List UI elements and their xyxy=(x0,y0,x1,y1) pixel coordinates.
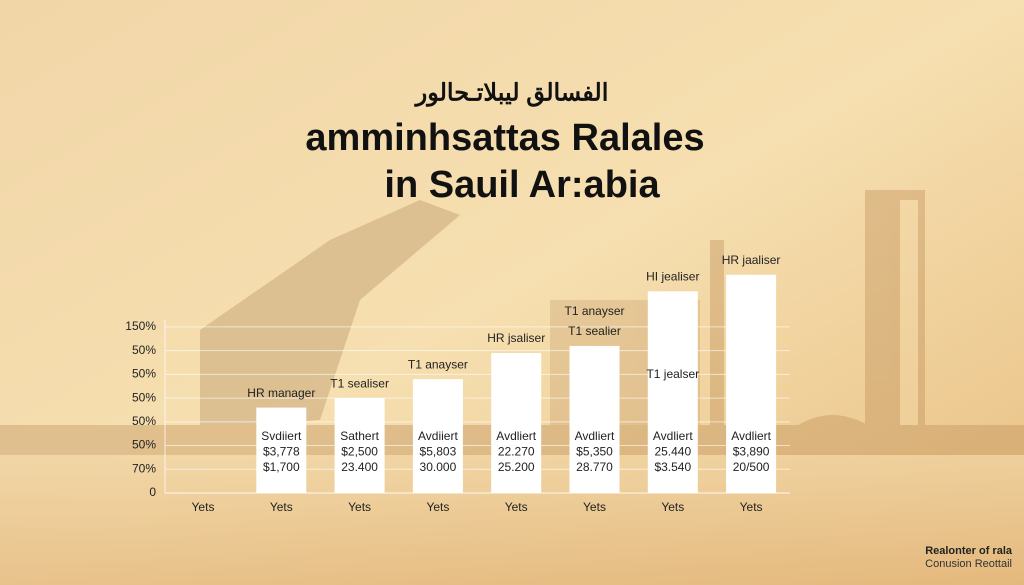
bar-inner-label: T1 jealser xyxy=(646,367,699,381)
bar-text: $5,350 xyxy=(576,445,613,459)
bar-label: T1 sealiser xyxy=(330,376,389,390)
footer-line: Realonter of rala xyxy=(925,545,1013,557)
y-tick-label: 70% xyxy=(132,461,156,475)
bar-label: T1 anayser xyxy=(408,357,468,371)
bar-text: $2,500 xyxy=(341,445,378,459)
bar-label: HR manager xyxy=(247,386,315,400)
bar-label: HI jealiser xyxy=(646,270,699,284)
chart-subtitle: in Sauil Ar:abia xyxy=(384,164,660,206)
footer-line: Conusion Reottail xyxy=(925,558,1012,570)
bar-text: Avdliert xyxy=(496,429,536,443)
y-tick-label: 50% xyxy=(132,438,156,452)
x-tick-label: Yets xyxy=(192,500,215,514)
bar-text: Svdiiert xyxy=(261,429,302,443)
bar-text: 30.000 xyxy=(420,460,457,474)
bar-text: 25.200 xyxy=(498,460,535,474)
bar xyxy=(726,274,777,493)
kicker: الفسالق ليبلاتـحالور xyxy=(414,79,609,107)
bar-label: T1 sealier xyxy=(568,324,621,338)
y-tick-label: 0 xyxy=(149,485,156,499)
bar-text: $3.540 xyxy=(654,460,691,474)
bar xyxy=(256,407,307,493)
bar-text: 25.440 xyxy=(654,445,691,459)
y-tick-label: 50% xyxy=(132,367,156,381)
bar-text: 23.400 xyxy=(341,460,378,474)
bar xyxy=(569,345,620,493)
bar xyxy=(647,291,698,493)
bar-text: Avdiiert xyxy=(418,429,458,443)
bar-text: 22.270 xyxy=(498,445,535,459)
y-tick-label: 50% xyxy=(132,390,156,404)
bar-text: Avdliert xyxy=(653,429,693,443)
bar-text: Avdliert xyxy=(731,429,771,443)
bar-text: $3,890 xyxy=(733,445,770,459)
bar-label: T1 anayser xyxy=(564,304,624,318)
y-tick-label: 150% xyxy=(125,319,156,333)
bar-text: $1,700 xyxy=(263,460,300,474)
bar xyxy=(412,379,463,493)
x-tick-label: Yets xyxy=(348,500,371,514)
x-tick-label: Yets xyxy=(426,500,449,514)
bar-text: $5,803 xyxy=(420,445,457,459)
chart-title: amminhsattas Ralales xyxy=(305,117,704,159)
bar-text: $3,778 xyxy=(263,445,300,459)
x-tick-label: Yets xyxy=(270,500,293,514)
y-tick-label: 50% xyxy=(132,343,156,357)
bar-text: Avdliert xyxy=(575,429,615,443)
x-tick-label: Yets xyxy=(505,500,528,514)
bar-text: 28.770 xyxy=(576,460,613,474)
x-tick-label: Yets xyxy=(583,500,606,514)
bar-label: HR jaaliser xyxy=(722,253,781,267)
x-tick-label: Yets xyxy=(661,500,684,514)
bar-text: Sathert xyxy=(340,429,379,443)
bar-label: HR jsaliser xyxy=(487,331,545,345)
y-tick-label: 50% xyxy=(132,414,156,428)
x-tick-label: Yets xyxy=(740,500,763,514)
bar xyxy=(334,398,385,493)
bar-text: 20/500 xyxy=(733,460,770,474)
bar xyxy=(491,353,542,493)
